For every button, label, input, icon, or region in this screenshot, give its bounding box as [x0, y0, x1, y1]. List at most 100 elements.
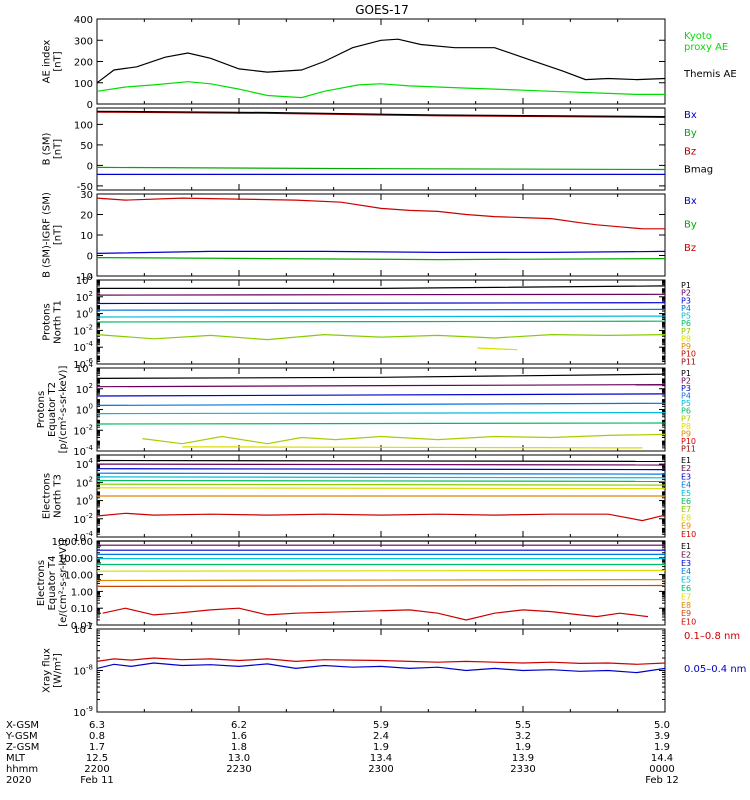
legend-entry-p8: P8: [681, 422, 691, 431]
series-line-e8: [96, 487, 666, 490]
y-tick-label: 50: [80, 141, 93, 152]
x-table-cell: 6.2: [231, 720, 247, 731]
legend-entry-bx: Bx: [684, 196, 697, 207]
legend-entry-p10: P10: [681, 350, 696, 359]
series-line-e7: [96, 569, 666, 572]
y-axis-label: [W/m²]: [53, 653, 64, 688]
y-tick-label: 100.00: [58, 554, 93, 565]
y-tick-label: 100: [76, 307, 93, 321]
series-line-bx: [96, 250, 666, 254]
y-axis-label: Electrons: [42, 473, 53, 519]
legend-entry-p9: P9: [681, 342, 691, 351]
legend-entry-e7: E7: [681, 592, 691, 601]
panel-frame: [96, 367, 666, 452]
y-tick-label: 10-6: [73, 357, 93, 371]
x-table-cell: 1.8: [231, 742, 247, 753]
series-line-p3: [96, 393, 666, 397]
legend-entry-by: By: [684, 128, 697, 139]
y-tick-label: 0.01: [71, 621, 93, 632]
y-axis-label: [nT]: [53, 139, 64, 159]
x-table-cell: 5.5: [515, 720, 531, 731]
y-tick-label: 20: [80, 211, 93, 222]
series-line-0-1-0-8-nm: [96, 657, 666, 665]
panel-pn: 10-6 10-4 10-2 100 102 104 Protons North T1 P1P2…: [42, 273, 697, 371]
y-tick-label: 400: [74, 15, 93, 26]
series-line-e10: [96, 512, 666, 522]
x-table-cell: 2.4: [373, 731, 389, 742]
y-tick-label: 100: [74, 120, 93, 131]
legend-entry-themis-ae: Themis AE: [683, 69, 737, 80]
legend-entry-e3: E3: [681, 472, 691, 481]
panel-frame: [96, 18, 666, 105]
series-line-p3: [96, 302, 666, 305]
legend-entry-p7: P7: [681, 414, 691, 423]
x-table-row-label: Y-GSM: [5, 731, 38, 742]
series-line-e6: [96, 479, 666, 482]
panel-frame: [96, 107, 666, 191]
legend-entry-p4: P4: [681, 304, 691, 313]
legend-entry-e7: E7: [681, 505, 691, 514]
x-table-cell: 3.2: [515, 731, 531, 742]
y-tick-label: 10-4: [73, 444, 93, 458]
legend-entry-e1: E1: [681, 456, 691, 465]
panel-en: 10-4 10-2 100 102 104 Electrons North T3 E1E2E3…: [42, 454, 696, 544]
series-line-e2: [96, 463, 666, 466]
legend-entry-p3: P3: [681, 384, 691, 393]
series-line-0-05-0-4-nm: [96, 662, 666, 674]
y-tick-label: 10-4: [73, 340, 93, 354]
x-table-cell: 13.0: [228, 753, 250, 764]
x-table-cell: 13.9: [512, 753, 534, 764]
legend-entry-e9: E9: [681, 609, 691, 618]
series-line-e10: [102, 607, 649, 621]
y-tick-label: 10-2: [73, 512, 93, 526]
legend-entry-p2: P2: [681, 377, 691, 386]
legend-entry-bz: Bz: [684, 146, 696, 157]
legend-entry-e5: E5: [681, 489, 691, 498]
y-tick-label: 102: [76, 382, 93, 396]
x-table-cell: 2330: [510, 764, 535, 775]
legend-entry-p11: P11: [681, 444, 696, 453]
legend-entry-bx: Bx: [684, 110, 697, 121]
y-tick-label: 1000.00: [52, 537, 93, 548]
legend-entry-p9: P9: [681, 429, 691, 438]
series-line-p6: [96, 320, 666, 323]
y-tick-label: 30: [80, 190, 93, 201]
y-axis-label: B (SM): [42, 132, 53, 165]
legend-entry-p10: P10: [681, 437, 696, 446]
legend-entry-e1: E1: [681, 542, 691, 551]
y-axis-label: [nT]: [53, 225, 64, 245]
x-table-cell: 5.0: [654, 720, 670, 731]
y-axis-label: [nT]: [53, 51, 64, 71]
legend-entry-kyoto-proxy-ae: proxy AE: [684, 42, 728, 53]
legend-entry-p3: P3: [681, 296, 691, 305]
series-line-p1: [97, 285, 666, 289]
x-table-cell: Feb 11: [80, 775, 114, 786]
y-tick-label: 102: [76, 290, 93, 304]
panel-frame: [96, 628, 666, 713]
panel-bsm: -50 0 50 100 B (SM) [nT] Bx By Bz Bmag: [42, 107, 713, 193]
y-tick-label: 10-2: [73, 423, 93, 437]
series-line-by: [96, 166, 666, 171]
x-table-cell: 14.4: [651, 753, 673, 764]
y-tick-label: 10-2: [73, 323, 93, 337]
legend-entry-bmag: Bmag: [684, 165, 713, 176]
legend-entry-p6: P6: [681, 319, 691, 328]
y-axis-label: Protons: [36, 391, 47, 428]
legend-entry-e10: E10: [681, 618, 696, 627]
panel-pe: 10-4 10-2 100 102 104 Protons Equator T2 [p/(cm…: [36, 361, 696, 458]
x-table-cell: 12.5: [86, 753, 108, 764]
series-line-by: [96, 257, 666, 261]
y-axis-label: [p/(cm²-s-sr-keV)]: [58, 366, 69, 454]
x-table-cell: 1.9: [373, 742, 389, 753]
x-table-cell: 6.3: [89, 720, 105, 731]
legend-entry-e8: E8: [681, 513, 691, 522]
x-table-cell: 1.7: [89, 742, 105, 753]
series-line-p4: [96, 308, 666, 311]
y-tick-label: 100: [74, 79, 93, 90]
x-axis-table: X-GSM 6.3 6.2 5.9 5.5 5.0 Y-GSM 0.8 1.6 2.4 3.2 3.9…: [5, 720, 679, 786]
legend-entry-e3: E3: [681, 559, 691, 568]
series-line-themis-ae: [96, 38, 666, 84]
series-line-e3: [96, 468, 666, 471]
